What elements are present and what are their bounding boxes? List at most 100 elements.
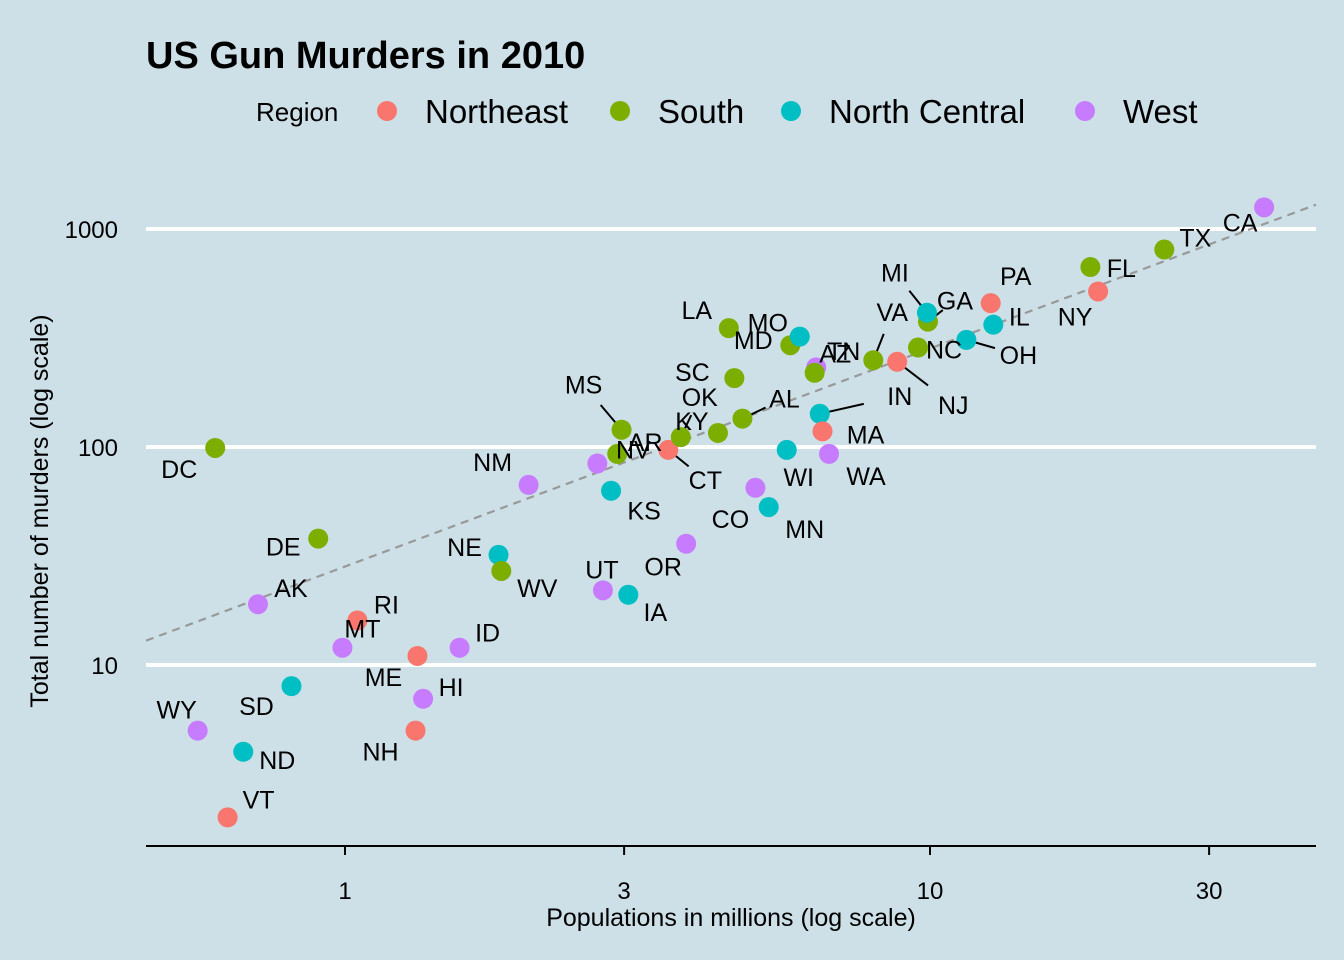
label-oh: OH: [1000, 342, 1038, 370]
y-tick-label: 100: [78, 435, 118, 462]
point-ks: [601, 480, 622, 501]
point-nd: [233, 741, 254, 762]
label-mn: MN: [785, 516, 824, 544]
legend-key-northeast: [377, 101, 397, 121]
x-axis-label: Populations in millions (log scale): [546, 904, 916, 932]
point-tn: [804, 362, 825, 383]
label-hi: HI: [439, 674, 464, 702]
point-wi: [776, 439, 797, 460]
label-al: AL: [769, 386, 800, 414]
label-ut: UT: [585, 556, 618, 584]
point-oh: [956, 329, 977, 350]
point-wy: [187, 720, 208, 741]
x-tick-label: 3: [617, 878, 630, 905]
label-id: ID: [475, 620, 500, 648]
point-co: [745, 477, 766, 498]
label-dc: DC: [161, 456, 197, 484]
label-ct: CT: [689, 467, 722, 495]
label-ma: MA: [847, 421, 885, 449]
point-id: [449, 637, 470, 658]
legend-label-west: West: [1123, 93, 1198, 130]
label-nj: NJ: [938, 392, 969, 420]
reference-line-path: [145, 203, 1317, 642]
point-pa: [980, 293, 1001, 314]
point-ca: [1254, 197, 1275, 218]
label-ny: NY: [1058, 303, 1093, 331]
label-wy: WY: [157, 697, 198, 725]
label-nh: NH: [362, 739, 398, 767]
label-or: OR: [644, 554, 682, 582]
label-ks: KS: [627, 498, 660, 526]
point-nm: [518, 474, 539, 495]
point-fl: [1080, 257, 1101, 278]
point-mn: [758, 497, 779, 518]
point-tx: [1154, 239, 1175, 260]
legend-key-south: [610, 101, 630, 121]
label-in: IN: [887, 383, 912, 411]
reference-line: [145, 203, 1317, 642]
label-nv: NV: [616, 437, 651, 465]
label-ca: CA: [1223, 209, 1258, 237]
label-nd: ND: [259, 747, 295, 775]
label-ms: MS: [565, 372, 603, 400]
point-nh: [405, 720, 426, 741]
point-de: [308, 528, 329, 549]
label-de: DE: [266, 534, 301, 562]
label-tn: TN: [827, 338, 860, 366]
label-az: AZ: [819, 340, 851, 368]
x-tick-label: 1: [338, 878, 351, 905]
point-ne: [488, 544, 509, 565]
point-ar: [607, 443, 628, 464]
point-ma: [812, 421, 833, 442]
label-sc: SC: [675, 359, 710, 387]
point-labels: AK AL AR AZ CA CO CT DC DE FL GA HI IA ID IL IN KS KY LA MA…: [157, 209, 1258, 814]
point-in: [809, 403, 830, 424]
point-ia: [618, 584, 639, 605]
label-mt: MT: [344, 616, 380, 644]
chart-title: US Gun Murders in 2010: [146, 35, 585, 77]
point-hi: [413, 688, 434, 709]
label-nm: NM: [473, 449, 512, 477]
label-ia: IA: [644, 599, 668, 627]
label-il: IL: [1009, 304, 1030, 332]
point-mo: [789, 326, 810, 347]
point-nc: [908, 337, 929, 358]
label-wa: WA: [846, 463, 886, 491]
point-il: [983, 314, 1004, 335]
label-wi: WI: [783, 464, 814, 492]
label-ri: RI: [374, 592, 399, 620]
y-axis-label: Total number of murders (log scale): [26, 314, 54, 707]
label-sd: SD: [239, 693, 274, 721]
legend-label-south: South: [658, 93, 744, 130]
point-mi: [916, 302, 937, 323]
point-al: [732, 408, 753, 429]
point-dc: [205, 437, 226, 458]
point-me: [407, 645, 428, 666]
label-nc: NC: [926, 337, 962, 365]
label-ok: OK: [682, 384, 718, 412]
label-va: VA: [877, 299, 909, 327]
point-va: [863, 350, 884, 371]
point-nv: [587, 453, 608, 474]
label-la: LA: [682, 297, 713, 325]
label-mo: MO: [748, 310, 788, 338]
legend-title: Region: [256, 97, 338, 127]
legend-key-west: [1075, 101, 1095, 121]
point-vt: [217, 807, 238, 828]
point-ky: [707, 422, 728, 443]
label-wv: WV: [517, 575, 558, 603]
point-sd: [281, 676, 302, 697]
point-ok: [670, 427, 691, 448]
point-wa: [819, 443, 840, 464]
data-points: [187, 197, 1275, 828]
label-me: ME: [365, 664, 403, 692]
label-ak: AK: [274, 575, 308, 603]
legend-label-northeast: Northeast: [425, 93, 568, 130]
label-ar: AR: [628, 429, 663, 457]
point-ny: [1088, 281, 1109, 302]
point-nj: [887, 351, 908, 372]
point-or: [676, 533, 697, 554]
y-tick-label: 10: [91, 653, 118, 680]
